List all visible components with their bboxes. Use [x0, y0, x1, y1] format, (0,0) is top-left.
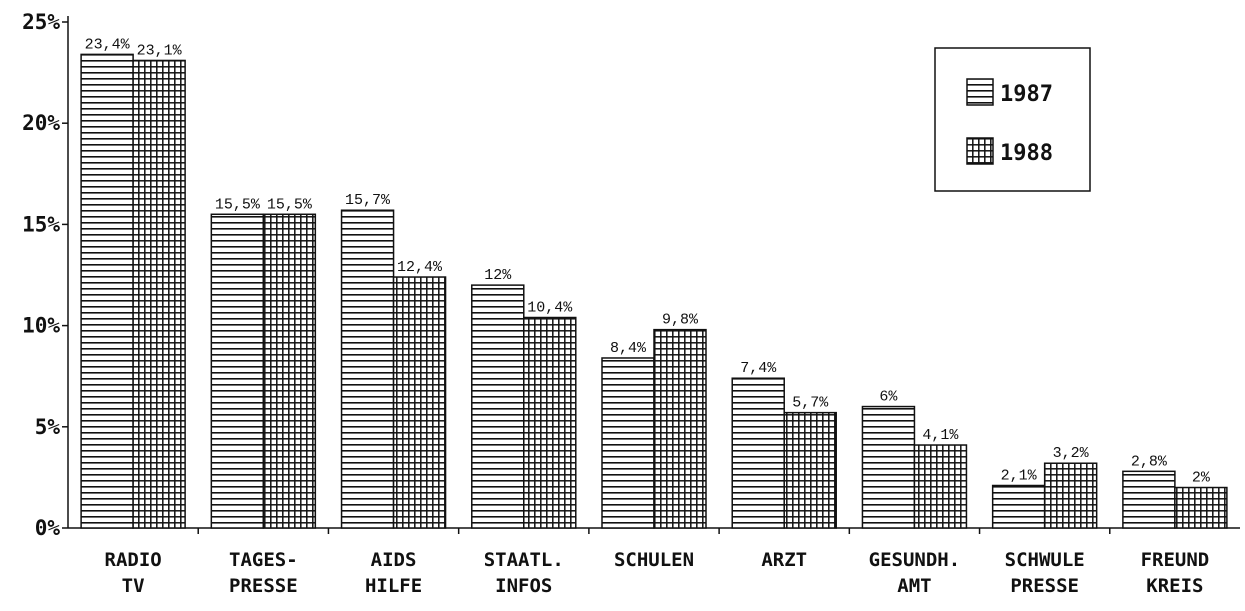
- bars: [80, 53, 1228, 529]
- data-label: 15,5%: [267, 196, 313, 213]
- bar-1988-2: [392, 276, 447, 529]
- data-label: 2,8%: [1131, 453, 1168, 470]
- x-tick-label: AMT: [897, 575, 931, 597]
- bar-1987-1: [210, 213, 265, 529]
- x-tick-label: STAATL.: [484, 549, 564, 571]
- legend-label-1987: 1987: [1000, 82, 1053, 107]
- bar-1988-5: [783, 411, 837, 529]
- data-label: 23,1%: [137, 42, 183, 59]
- bar-1988-4: [653, 328, 707, 529]
- y-tick-label: 0%: [35, 516, 61, 540]
- x-tick-label: FREUND: [1141, 549, 1210, 571]
- legend-box: [934, 47, 1091, 192]
- x-tick-label: RADIO: [105, 549, 162, 571]
- bar-1987-5: [731, 377, 785, 529]
- bar-1988-1: [262, 213, 317, 529]
- bar-1987-6: [861, 405, 916, 529]
- data-label: 4,1%: [922, 427, 959, 444]
- bar-1988-6: [913, 444, 968, 529]
- data-label: 12%: [484, 267, 512, 284]
- x-tick-label: HILFE: [365, 575, 422, 597]
- bar-1988-7: [1043, 462, 1098, 529]
- bar-1987-7: [991, 484, 1046, 529]
- x-tick-label: SCHWULE: [1005, 549, 1085, 571]
- x-tick-label: PRESSE: [1010, 575, 1079, 597]
- data-label: 3,2%: [1053, 445, 1090, 462]
- x-tick-label: INFOS: [495, 575, 552, 597]
- data-label: 6%: [879, 389, 898, 406]
- bar-1987-8: [1122, 470, 1176, 529]
- x-tick-label: GESUNDH.: [869, 549, 961, 571]
- legend: 1987 1988: [934, 47, 1091, 192]
- data-label: 2,1%: [1001, 467, 1038, 484]
- bar-1988-0: [132, 59, 186, 529]
- y-tick-label: 5%: [35, 415, 61, 439]
- data-label: 8,4%: [610, 340, 647, 357]
- data-label: 5,7%: [792, 395, 829, 412]
- data-labels: 23,4% 23,1% 15,5% 15,5% 15,7% 12,4% 12% 10,4% 8,…: [85, 36, 1211, 486]
- data-label: 10,4%: [527, 300, 573, 317]
- y-tick-label: 25%: [22, 10, 60, 34]
- x-tick-label: AIDS: [371, 549, 417, 571]
- data-label: 15,7%: [345, 192, 391, 209]
- x-tick-label: KREIS: [1146, 575, 1203, 597]
- legend-label-1988: 1988: [1000, 141, 1053, 166]
- data-label: 15,5%: [215, 196, 261, 213]
- data-label: 23,4%: [85, 36, 131, 53]
- x-tick-label: SCHULEN: [614, 549, 694, 571]
- bar-1987-0: [80, 53, 134, 529]
- bar-1987-4: [601, 357, 655, 529]
- bar-1988-8: [1174, 486, 1228, 529]
- axes: 0% 5% 10% 15% 20% 25% RADIO TV TAGES- PRESSE AIDS H…: [22, 10, 1240, 597]
- data-label: 2%: [1192, 470, 1211, 487]
- x-tick-label: ARZT: [761, 549, 807, 571]
- legend-swatch-1987: [966, 78, 994, 106]
- data-label: 9,8%: [662, 312, 699, 329]
- x-tick-label: PRESSE: [229, 575, 298, 597]
- x-tick-label: TAGES-: [229, 549, 298, 571]
- y-tick-label: 10%: [22, 314, 60, 338]
- data-label: 7,4%: [740, 360, 777, 377]
- data-label: 12,4%: [397, 259, 443, 276]
- bar-1988-3: [523, 316, 577, 529]
- bar-1987-3: [471, 284, 525, 529]
- y-tick-label: 20%: [22, 111, 60, 135]
- y-tick-label: 15%: [22, 212, 60, 236]
- x-tick-label: TV: [122, 575, 145, 597]
- legend-swatch-1988: [966, 137, 994, 165]
- bar-1987-2: [340, 209, 395, 529]
